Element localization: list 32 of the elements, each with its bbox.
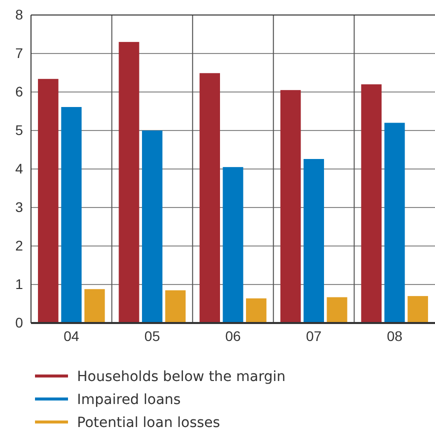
bar [142,130,162,323]
legend-label: Impaired loans [77,392,181,408]
y-tick-label: 0 [15,314,24,330]
y-tick-label: 4 [15,160,24,176]
bar [118,42,140,323]
y-tick-label: 3 [15,198,24,215]
bar [38,78,58,323]
bar [61,107,82,323]
x-tick-label: 05 [144,328,160,344]
bar [384,122,405,323]
y-tick-label: 8 [15,6,24,22]
bar [280,90,301,323]
y-tick-label: 6 [15,83,24,100]
y-tick-label: 7 [15,44,24,61]
x-tick-label: 07 [306,328,322,344]
y-tick-label: 1 [15,276,24,292]
bar [200,73,220,323]
bar [165,290,186,323]
legend-label: Potential loan losses [77,415,220,430]
bar [222,167,244,323]
y-tick-label: 2 [15,237,24,254]
bar [361,84,382,323]
y-tick-label: 5 [15,122,24,138]
bar [408,296,428,323]
x-tick-label: 04 [64,328,80,344]
legend-label: Households below the margin [77,369,286,385]
bar [246,298,266,323]
bar [84,289,105,323]
bar [326,297,348,323]
x-tick-label: 06 [225,328,241,344]
x-tick-label: 08 [386,328,403,344]
bar [304,158,324,323]
